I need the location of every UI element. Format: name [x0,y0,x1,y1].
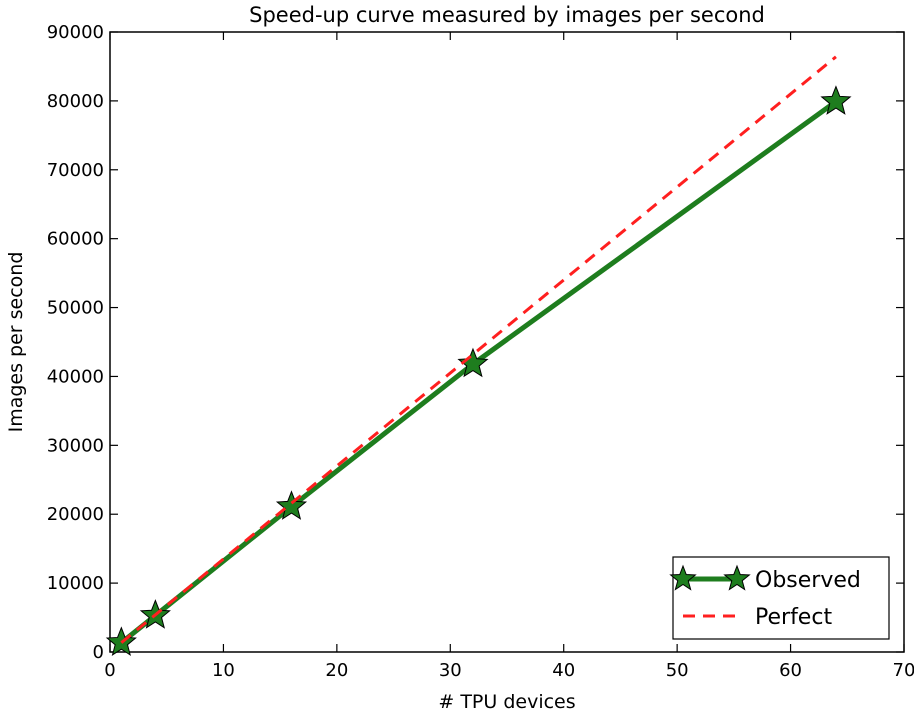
y-tick-label: 70000 [47,160,104,181]
legend-marker-star [723,564,751,591]
x-tick-label: 50 [666,660,689,681]
legend-marker-star [669,564,697,591]
x-tick-label: 10 [212,660,235,681]
series-layer [105,55,852,656]
y-tick-label: 90000 [47,22,104,43]
series-line-perfect [120,55,837,644]
x-tick-label: 0 [104,660,115,681]
x-tick-label: 40 [552,660,575,681]
y-tick-label: 10000 [47,573,104,594]
y-tick-label: 50000 [47,298,104,319]
chart-title: Speed-up curve measured by images per se… [249,3,765,27]
y-axis-label: Images per second [5,252,27,433]
y-tick-label: 40000 [47,366,104,387]
y-tick-label: 80000 [47,91,104,112]
x-axis-label: # TPU devices [438,691,575,713]
x-axis-ticks: 0 10 20 30 40 50 60 70 [104,32,914,681]
data-point-observed [820,85,852,115]
x-tick-label: 30 [439,660,462,681]
legend-box [672,556,890,640]
data-point-observed [275,490,308,520]
x-tick-label: 20 [325,660,348,681]
x-tick-label: 70 [893,660,914,681]
y-axis-ticks: 0 10000 20000 30000 40000 50000 60000 70000 8000… [47,22,904,663]
y-tick-label: 0 [93,642,104,663]
y-tick-label: 20000 [47,504,104,525]
y-tick-label: 60000 [47,229,104,250]
legend-label-perfect: Perfect [755,605,832,630]
y-tick-label: 30000 [47,435,104,456]
legend-label-observed: Observed [755,568,861,593]
legend: Observed Perfect [669,556,890,640]
x-tick-label: 60 [779,660,802,681]
data-point-observed [457,347,489,378]
